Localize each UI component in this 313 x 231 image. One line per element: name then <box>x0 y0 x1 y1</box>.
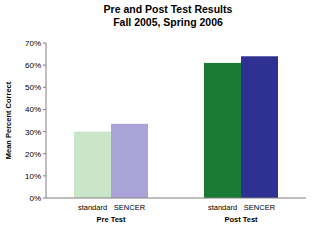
x-axis <box>46 198 306 199</box>
title: Pre and Post Test Results <box>104 3 233 15</box>
bar <box>111 124 148 198</box>
y-tick-label: 60% <box>25 61 41 70</box>
bar-label: standard <box>78 203 107 212</box>
chart: Pre and Post Test ResultsFall 2005, Spri… <box>0 0 313 231</box>
y-axis-label: Mean Percent Correct <box>4 81 13 159</box>
y-tick-label: 20% <box>25 150 41 159</box>
y-tick-label: 70% <box>25 39 41 48</box>
bar <box>204 63 241 198</box>
bar-label: SENCER <box>114 203 146 212</box>
bar <box>74 132 111 198</box>
subtitle: Fall 2005, Spring 2006 <box>113 16 223 28</box>
category-label: Pre Test <box>96 215 126 224</box>
y-tick-label: 30% <box>25 128 41 137</box>
category-label: Post Test <box>224 215 258 224</box>
bar-label: standard <box>208 203 237 212</box>
y-tick-label: 40% <box>25 105 41 114</box>
bar <box>241 56 278 198</box>
bar-label: SENCER <box>244 203 276 212</box>
y-tick-label: 10% <box>25 172 41 181</box>
y-tick-label: 50% <box>25 83 41 92</box>
y-axis <box>46 43 47 198</box>
y-tick-label: 0% <box>29 194 41 203</box>
bars <box>74 56 278 198</box>
